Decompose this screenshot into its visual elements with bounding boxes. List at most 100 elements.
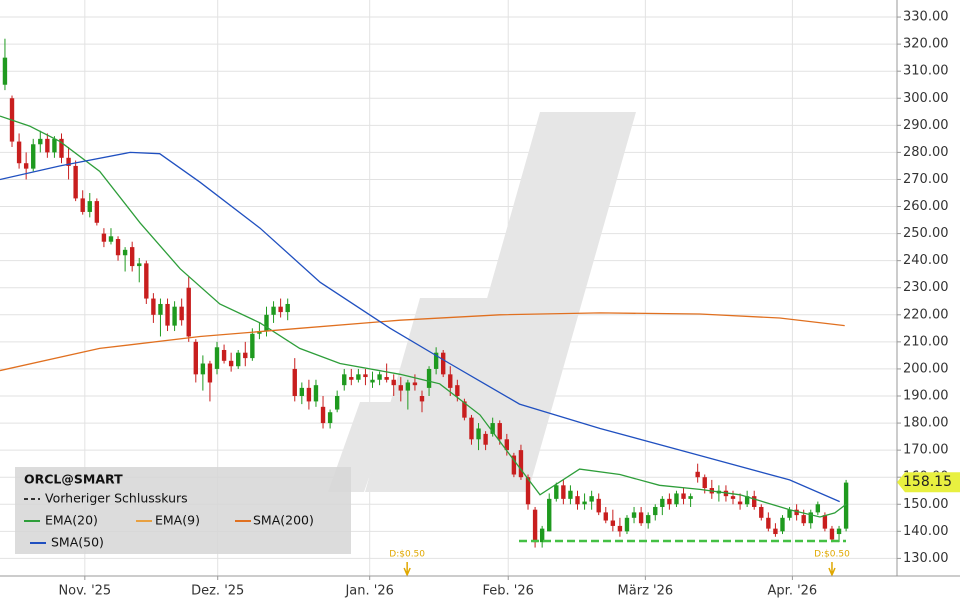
y-tick-label: 220.00 (903, 307, 949, 322)
candle-body (808, 512, 813, 524)
candle-body (462, 401, 467, 418)
candle-body (158, 303, 163, 315)
candle-body (518, 450, 524, 478)
candle-body (144, 263, 149, 299)
plot: D:$0.50 D:$0.50 (0, 38, 850, 577)
candle-body (257, 331, 262, 334)
candle-body (207, 363, 213, 383)
candle-body (539, 528, 545, 543)
candle-body (660, 498, 665, 507)
candle-body (631, 512, 637, 518)
y-tick-label: 140.00 (903, 524, 949, 539)
candle-body (165, 303, 170, 326)
candle-body (419, 396, 425, 402)
candle-body (554, 485, 559, 499)
legend-label: SMA(50) (51, 535, 104, 550)
candle-body (476, 428, 481, 440)
indicator-line (0, 151, 840, 503)
candle-body (221, 349, 227, 361)
candle-body (108, 236, 114, 242)
candle-body (38, 138, 43, 145)
candle-body (320, 406, 326, 424)
candle-body (349, 377, 354, 380)
candle-body (87, 201, 92, 212)
indicator-line (0, 115, 847, 518)
candle-body (292, 368, 297, 396)
candle-body (398, 385, 403, 391)
y-tick-label: 250.00 (903, 226, 949, 241)
dividend-arrow (828, 562, 836, 577)
y-tick-label: 280.00 (903, 145, 949, 160)
candle-body (702, 477, 707, 489)
candle-body (412, 382, 418, 386)
x-tick-label: Jan. '26 (344, 584, 393, 599)
y-tick-label: 190.00 (903, 389, 949, 404)
candle-body (363, 374, 368, 378)
candle-body (243, 352, 248, 359)
candle-body (568, 490, 573, 499)
candle-body (94, 201, 100, 223)
candle-body (547, 498, 552, 532)
candle-body (66, 157, 71, 166)
candle-body (525, 477, 531, 505)
candle-body (306, 387, 312, 402)
candle-body (836, 528, 842, 535)
y-tick-label: 210.00 (903, 334, 949, 349)
candle-body (285, 303, 290, 313)
candle-body (667, 498, 672, 505)
candle-body (752, 496, 757, 507)
indicator-line (0, 312, 845, 372)
candle-body (115, 239, 121, 256)
candle-body (532, 509, 538, 543)
candle-body (278, 306, 283, 313)
x-tick-label: Dez. '25 (191, 584, 244, 599)
price-tag (897, 472, 960, 493)
candle-body (730, 496, 736, 499)
y-tick-label: 330.00 (903, 10, 949, 25)
x-tick-label: Feb. '26 (483, 584, 534, 599)
candle-body (455, 385, 460, 396)
y-tick-label: 130.00 (903, 551, 949, 566)
candle-body (695, 471, 700, 478)
axes: 130.00140.00150.00160.00170.00180.00190.… (58, 10, 960, 599)
candle-body (645, 515, 651, 524)
candle-body (101, 233, 107, 242)
candle-body (448, 374, 453, 388)
candle-body (801, 515, 806, 524)
dividend-label: D:$0.50 (814, 550, 850, 560)
candle-body (2, 57, 8, 85)
x-tick-label: März '26 (618, 584, 674, 599)
candle-body (511, 455, 517, 475)
candle-body (31, 144, 36, 169)
candle-body (794, 509, 799, 516)
candle-body (780, 517, 785, 532)
candle-body (16, 141, 22, 164)
candle-body (822, 515, 828, 529)
dividend-arrow (403, 562, 411, 577)
candle-body (497, 423, 502, 440)
y-tick-label: 230.00 (903, 280, 949, 295)
candle-body (843, 482, 849, 529)
candle-body (271, 306, 276, 315)
candle-body (52, 138, 57, 153)
candle-body (370, 379, 375, 383)
legend: ORCL@SMART Vorheriger Schlusskurs EMA(20… (15, 467, 351, 554)
candle-body (483, 433, 488, 445)
candle-body (151, 298, 156, 315)
legend-box (15, 467, 351, 554)
candle-body (426, 368, 432, 388)
candle-body (766, 517, 771, 529)
candle-body (313, 385, 319, 402)
y-tick-label: 150.00 (903, 497, 949, 512)
candle-body (299, 387, 305, 396)
candle-body (179, 306, 184, 321)
candle-body (829, 528, 835, 540)
candle-body (228, 360, 234, 367)
candle-body (172, 306, 177, 326)
candle-body (504, 439, 510, 451)
y-tick-label: 290.00 (903, 118, 949, 133)
legend-label: EMA(9) (155, 513, 200, 528)
y-tick-label: 310.00 (903, 64, 949, 79)
candle-body (575, 496, 580, 505)
y-tick-label: 240.00 (903, 253, 949, 268)
